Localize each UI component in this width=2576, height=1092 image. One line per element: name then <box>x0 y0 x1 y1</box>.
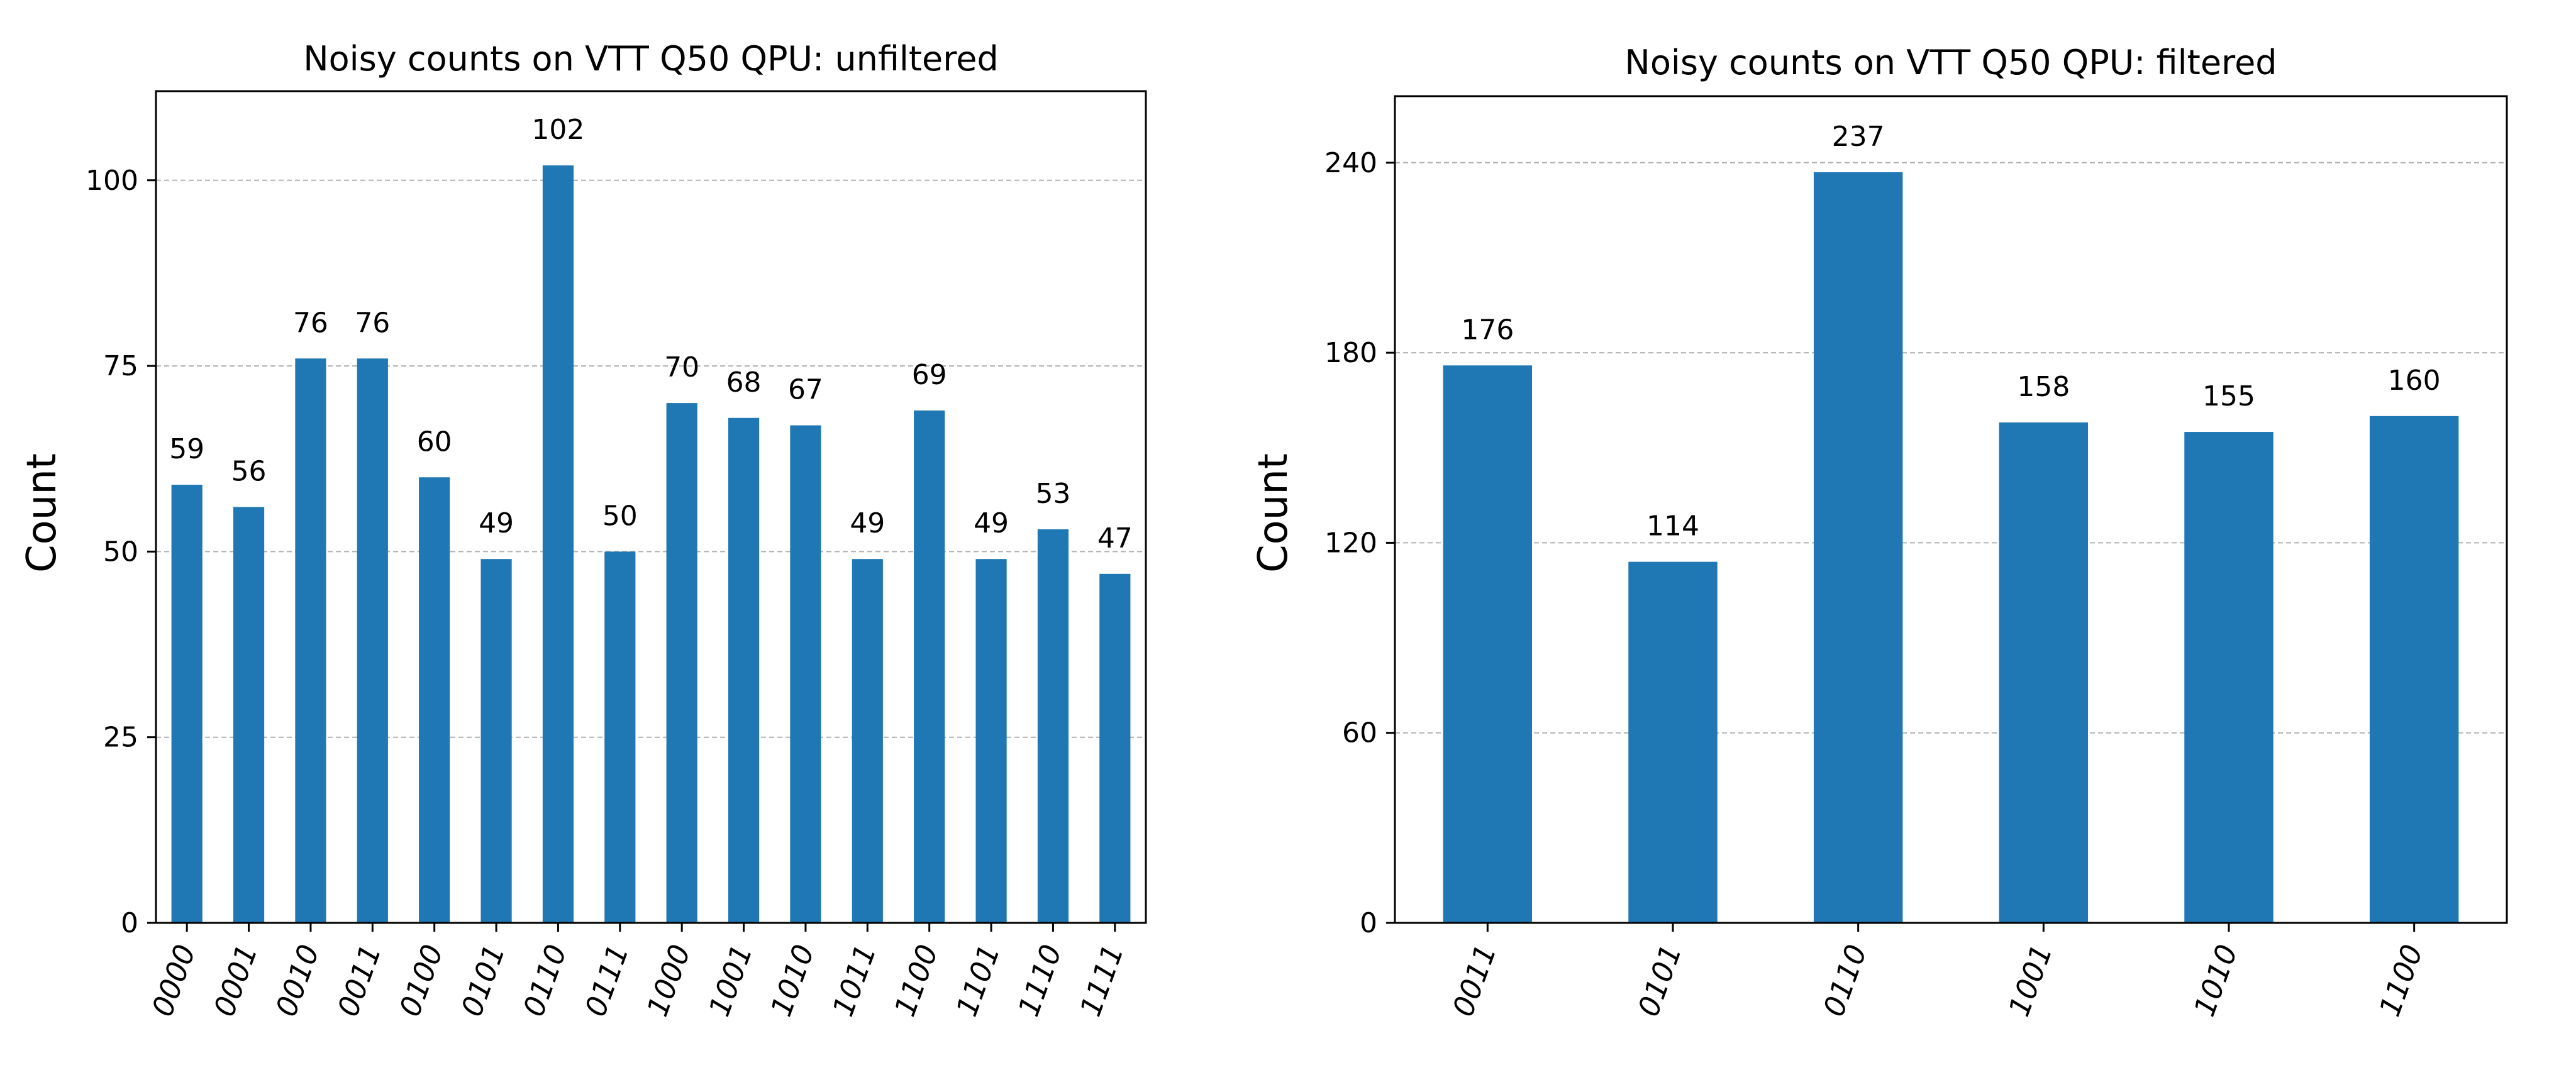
x-tick-label: 0101 <box>455 940 512 1020</box>
bar <box>542 165 574 923</box>
x-tick-label: 1000 <box>640 940 697 1020</box>
data-label: 49 <box>479 507 514 539</box>
bar <box>357 358 388 923</box>
data-label: 176 <box>1461 314 1514 346</box>
bar <box>975 559 1007 923</box>
y-tick-label: 100 <box>86 165 138 197</box>
x-tick-label: 1111 <box>1073 940 1130 1020</box>
data-label: 76 <box>293 307 328 339</box>
x-tick-label: 1101 <box>950 940 1007 1020</box>
data-label: 59 <box>169 433 204 465</box>
x-tick-label: 0011 <box>331 940 388 1020</box>
data-label: 49 <box>974 507 1009 539</box>
x-tick-label: 0110 <box>516 940 574 1020</box>
bar <box>666 403 697 923</box>
x-tick-label: 1010 <box>2187 940 2245 1020</box>
bar <box>295 358 326 923</box>
data-label: 160 <box>2388 365 2441 397</box>
x-tick-label: 1110 <box>1011 940 1069 1020</box>
data-label: 67 <box>788 374 823 406</box>
bar <box>604 551 636 923</box>
chart-title: Noisy counts on VTT Q50 QPU: unfiltered <box>303 39 999 79</box>
plot-area: 0 60 120 180 240 176 0011 114 0101 237 0110 158 1001… <box>1324 95 2508 1021</box>
bar <box>728 417 760 923</box>
bar <box>1999 422 2089 923</box>
bar <box>1813 172 1903 923</box>
x-tick-label: 0010 <box>269 940 326 1020</box>
x-tick-label: 0110 <box>1816 940 1874 1020</box>
x-tick-label: 1100 <box>887 940 945 1020</box>
bar <box>2184 432 2273 923</box>
data-label: 56 <box>231 456 267 488</box>
data-label: 53 <box>1035 478 1070 510</box>
y-tick-label: 120 <box>1324 527 1377 559</box>
x-tick-label: 1001 <box>702 940 759 1020</box>
bar <box>1037 529 1069 923</box>
x-tick-label: 0111 <box>578 940 635 1020</box>
x-tick-label: 1010 <box>763 940 821 1020</box>
bar <box>1099 573 1131 923</box>
bar <box>790 425 821 923</box>
data-label: 60 <box>417 426 452 458</box>
bar <box>233 507 265 923</box>
plot-area: 0 25 50 75 100 59 0000 56 0001 76 0010 76 0011 60 0100… <box>86 90 1147 1021</box>
bar <box>2369 416 2459 923</box>
data-label: 70 <box>664 351 699 383</box>
data-label: 50 <box>602 500 638 532</box>
x-tick-label: 1100 <box>2372 940 2429 1020</box>
x-tick-label: 0100 <box>392 940 450 1020</box>
x-tick-label: 0000 <box>145 940 203 1020</box>
bar <box>419 477 450 923</box>
x-tick-label: 1011 <box>826 940 883 1020</box>
data-label: 68 <box>726 367 762 399</box>
chart-filtered: Noisy counts on VTT Q50 QPU: filtered Co… <box>1250 43 2508 1021</box>
data-label: 114 <box>1646 510 1699 543</box>
y-tick-label: 240 <box>1324 147 1377 179</box>
y-tick-label: 0 <box>1360 907 1377 939</box>
data-label: 158 <box>2017 371 2070 403</box>
data-label: 49 <box>850 507 885 539</box>
chart-title: Noisy counts on VTT Q50 QPU: filtered <box>1624 43 2277 82</box>
axes-frame <box>155 90 1147 924</box>
data-label: 76 <box>355 307 390 339</box>
y-tick-label: 60 <box>1342 717 1377 749</box>
y-axis-label: Count <box>19 453 65 573</box>
y-tick-label: 25 <box>103 722 138 754</box>
bar <box>914 410 945 923</box>
x-tick-label: 0101 <box>1631 940 1689 1020</box>
axes-frame <box>1394 95 2508 924</box>
y-tick-label: 180 <box>1324 337 1377 369</box>
bar <box>480 559 512 923</box>
bar <box>852 559 883 923</box>
bar <box>1443 365 1533 923</box>
bar <box>1628 561 1718 923</box>
chart-unfiltered: Noisy counts on VTT Q50 QPU: unfiltered … <box>19 39 1147 1021</box>
bar <box>171 485 203 923</box>
x-tick-label: 0001 <box>207 940 264 1020</box>
data-label: 47 <box>1097 522 1133 554</box>
y-tick-label: 75 <box>103 350 138 382</box>
y-tick-label: 0 <box>121 907 138 939</box>
data-label: 102 <box>531 114 584 146</box>
y-axis-label: Count <box>1250 453 1297 573</box>
x-tick-label: 1001 <box>2002 940 2059 1020</box>
x-tick-label: 0011 <box>1446 940 1503 1020</box>
y-tick-label: 50 <box>103 536 138 568</box>
data-label: 155 <box>2202 380 2255 412</box>
data-label: 237 <box>1832 121 1885 153</box>
data-label: 69 <box>912 359 947 391</box>
